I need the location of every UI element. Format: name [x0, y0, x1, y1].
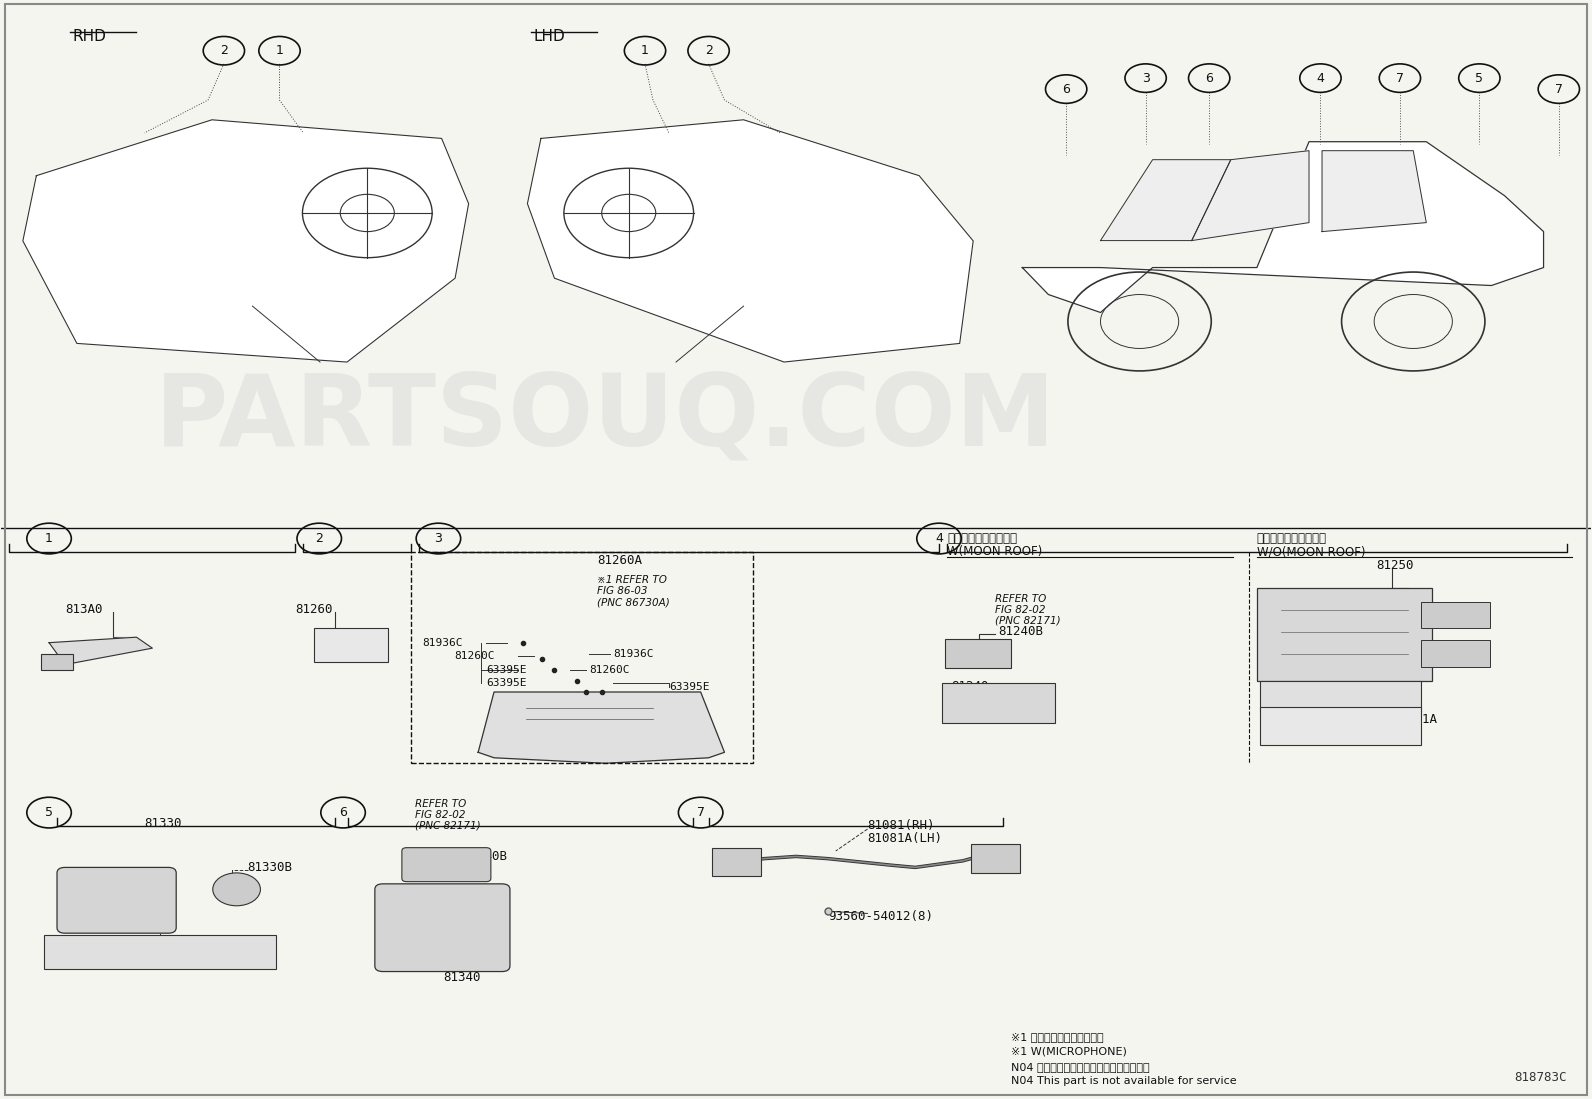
Polygon shape — [49, 637, 153, 665]
Text: (PNC 86730A): (PNC 86730A) — [597, 597, 670, 607]
Polygon shape — [22, 120, 468, 362]
Text: 63395E: 63395E — [669, 681, 710, 691]
FancyBboxPatch shape — [401, 847, 490, 881]
Text: 81330: 81330 — [145, 817, 181, 830]
Polygon shape — [1192, 151, 1309, 241]
Polygon shape — [478, 692, 724, 764]
Text: 6: 6 — [339, 806, 347, 819]
Text: 81260C: 81260C — [454, 651, 495, 660]
FancyBboxPatch shape — [41, 654, 73, 670]
Text: 3: 3 — [435, 532, 443, 545]
Polygon shape — [527, 120, 973, 362]
Text: ※1 REFER TO: ※1 REFER TO — [597, 575, 667, 585]
Text: ※1 W(MICROPHONE): ※1 W(MICROPHONE) — [1011, 1046, 1127, 1056]
Text: 1: 1 — [642, 44, 650, 57]
FancyBboxPatch shape — [942, 684, 1055, 723]
FancyBboxPatch shape — [1420, 602, 1490, 629]
Text: 81936C: 81936C — [422, 637, 463, 647]
Text: 81291A: 81291A — [1391, 713, 1438, 726]
Text: 3: 3 — [1141, 71, 1149, 85]
FancyBboxPatch shape — [971, 844, 1020, 873]
Text: 1: 1 — [45, 532, 53, 545]
FancyBboxPatch shape — [57, 867, 177, 933]
Text: 81340B: 81340B — [462, 850, 508, 863]
Text: 81260A: 81260A — [597, 554, 642, 567]
Text: 81081(RH): 81081(RH) — [868, 819, 935, 832]
Text: 2: 2 — [705, 44, 713, 57]
Text: 6: 6 — [1205, 71, 1213, 85]
Text: 4: 4 — [935, 532, 942, 545]
Text: 63395E: 63395E — [486, 678, 527, 688]
Text: 有り（ムーンルーフ）: 有り（ムーンルーフ） — [947, 532, 1017, 545]
Text: 7: 7 — [1396, 71, 1404, 85]
Text: 81251B: 81251B — [1368, 680, 1414, 693]
Text: 81250B: 81250B — [1431, 609, 1477, 622]
Text: 1: 1 — [275, 44, 283, 57]
Text: (PNC 82171): (PNC 82171) — [995, 615, 1060, 625]
Text: PARTSOUQ.COM: PARTSOUQ.COM — [154, 369, 1055, 466]
Text: FIG 86-03: FIG 86-03 — [597, 586, 648, 596]
Text: N04 この部品については補給していません: N04 この部品については補給していません — [1011, 1062, 1149, 1072]
FancyBboxPatch shape — [45, 935, 277, 969]
Text: 5: 5 — [45, 806, 53, 819]
FancyBboxPatch shape — [1256, 588, 1431, 681]
Text: 6: 6 — [1062, 82, 1070, 96]
Text: REFER TO: REFER TO — [414, 799, 466, 809]
Text: 5: 5 — [1476, 71, 1484, 85]
FancyBboxPatch shape — [374, 884, 509, 972]
Text: 81936C: 81936C — [613, 648, 654, 658]
Text: 無し（ムーンルーフ）: 無し（ムーンルーフ） — [1256, 532, 1326, 545]
FancyBboxPatch shape — [315, 629, 387, 663]
Text: FIG 82-02: FIG 82-02 — [414, 810, 465, 820]
Text: 2: 2 — [315, 532, 323, 545]
Text: W(MOON ROOF): W(MOON ROOF) — [947, 545, 1043, 558]
FancyBboxPatch shape — [712, 847, 761, 876]
Text: REFER TO: REFER TO — [995, 593, 1046, 603]
Text: 81240B: 81240B — [998, 625, 1043, 639]
Polygon shape — [1321, 151, 1426, 232]
Text: 81330B: 81330B — [248, 861, 293, 874]
Text: FIG 82-02: FIG 82-02 — [995, 604, 1046, 614]
Text: 813A0: 813A0 — [65, 603, 102, 617]
Text: ||: || — [347, 642, 355, 653]
Text: 81240: 81240 — [952, 680, 989, 693]
Text: RHD: RHD — [73, 29, 107, 44]
Text: 7: 7 — [697, 806, 705, 819]
Text: 81081A(LH): 81081A(LH) — [868, 832, 942, 845]
Text: 4: 4 — [1317, 71, 1325, 85]
Text: 63395E: 63395E — [486, 665, 527, 675]
Text: 2: 2 — [220, 44, 228, 57]
FancyBboxPatch shape — [1259, 708, 1420, 745]
Text: 818783C: 818783C — [1514, 1072, 1567, 1085]
FancyBboxPatch shape — [1420, 641, 1490, 667]
Text: 81260: 81260 — [296, 603, 333, 617]
Polygon shape — [1100, 159, 1231, 241]
Text: 7: 7 — [1555, 82, 1563, 96]
Text: LHD: LHD — [533, 29, 565, 44]
FancyBboxPatch shape — [946, 640, 1011, 668]
Text: 81250: 81250 — [1375, 559, 1414, 573]
Text: 81340: 81340 — [444, 970, 481, 984]
FancyBboxPatch shape — [1259, 681, 1420, 712]
Text: 93560-54012(8): 93560-54012(8) — [828, 910, 933, 923]
Text: 81250B: 81250B — [1431, 647, 1477, 660]
Text: W/O(MOON ROOF): W/O(MOON ROOF) — [1256, 545, 1366, 558]
Text: (PNC 82171): (PNC 82171) — [414, 821, 481, 831]
Text: ※1 有り（マイクロフォン）: ※1 有り（マイクロフォン） — [1011, 1032, 1103, 1042]
Circle shape — [213, 873, 261, 906]
Polygon shape — [1022, 142, 1544, 312]
Text: 81260C: 81260C — [589, 665, 630, 675]
Text: N04 This part is not available for service: N04 This part is not available for servi… — [1011, 1076, 1235, 1086]
